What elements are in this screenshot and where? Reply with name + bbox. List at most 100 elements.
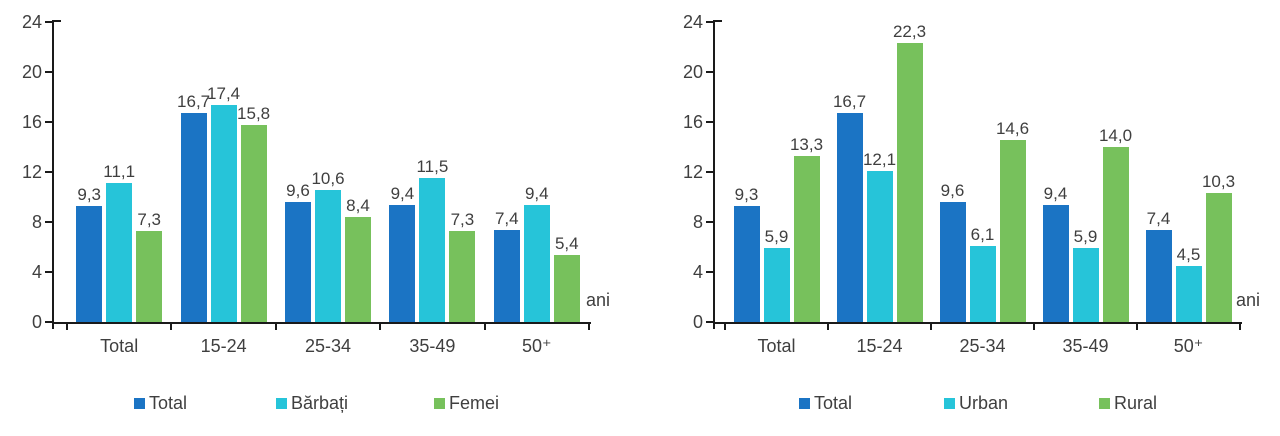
y-tick-label: 8 [31,212,42,232]
bar-total-25-34 [285,202,311,322]
bar-total-50 [493,229,520,322]
x-tick-mark [1239,322,1241,330]
y-tick-label: 20 [21,62,42,82]
bar-total-15-24 [180,113,207,322]
y-tick-mark [45,21,52,23]
y-tick-label: 0 [31,312,42,332]
y-tick-mark [45,271,52,273]
value-label-total-25-34: 9,6 [286,181,310,200]
value-label-rural-total: 13,3 [789,134,824,154]
value-label-total-35-49: 9,4 [1043,183,1068,203]
bar-femei-total [136,230,163,322]
bar-femei-50 [553,254,580,322]
value-label-urban-total: 5,9 [764,227,789,247]
y-tick-mark [706,171,713,173]
x-tick-mark [66,322,68,330]
value-label-femei-35-49: 7,3 [450,209,475,229]
y-tick-mark [706,71,713,73]
bar-femei-35-49 [449,230,476,322]
value-label-total-35-49: 9,4 [390,183,415,203]
bar-b-rba-i-25-34 [315,189,341,322]
x-tick-mark [1033,322,1035,330]
bar-b-rba-i-35-49 [419,178,446,322]
x-category-label: Total [100,336,139,356]
x-category-label: 15-24 [200,336,247,356]
x-tick-mark [1136,322,1138,330]
value-label-total-total: 9,3 [734,184,759,204]
x-tick-mark [930,322,932,330]
x-category-label: 25-34 [304,336,352,356]
legend-swatch-rural [1099,398,1110,409]
y-tick-label: 0 [692,312,703,332]
chart-unemployment-by-area: 24 20 16 12 8 4 0 9,3 16,7 9,6 9,4 7,4 5,9 12,1 6,1 5,9… [640,0,1280,436]
legend-label-total: Total [149,393,188,413]
y-tick-mark [706,21,713,23]
bar-total-50 [1145,229,1172,322]
value-label-total-25-34: 9,6 [940,181,965,200]
bar-b-rba-i-15-24 [210,104,237,322]
legend-label-urban: Urban [959,393,1009,413]
x-tick-mark [170,322,173,330]
y-axis-line [713,20,715,329]
bar-total-total [733,205,760,322]
x-category-label: 35-49 [409,336,456,356]
value-label-urban-25-34: 6,1 [970,224,995,244]
value-label-rural-15-24: 22,3 [892,22,927,42]
y-tick-label: 16 [21,112,42,132]
x-tick-mark [827,322,829,330]
y-tick-label: 8 [692,212,703,232]
x-category-label: 25-34 [959,336,1006,356]
x-axis-line [52,322,591,324]
y-tick-mark [45,221,52,223]
y-tick-mark [45,121,52,123]
bar-rural-25-34 [999,139,1026,322]
bar-total-25-34 [939,202,966,322]
y-tick-mark [45,321,52,323]
value-label-rural-35-49: 14,0 [1098,126,1133,145]
y-tick-mark [45,171,52,173]
x-category-label: 35-49 [1062,336,1109,356]
bar-total-total [76,205,103,322]
bar-urban-total [763,248,790,322]
x-tick-mark [724,322,726,330]
bar-rural-15-24 [896,43,923,322]
bar-femei-25-34 [345,217,371,322]
bar-rural-total [793,155,820,322]
x-category-label: 15-24 [856,336,903,356]
value-label-total-50: 7,4 [1146,208,1171,228]
x-tick-mark [379,322,382,330]
value-label-urban-50: 4,5 [1176,244,1201,264]
axis-unit-label: ani [586,290,611,310]
value-label-b-rba-i-total: 11,1 [103,162,136,182]
bar-b-rba-i-50 [523,204,550,322]
x-axis-line [713,322,1242,324]
bar-total-35-49 [1042,204,1069,322]
legend-swatch-b-rba-i [276,398,287,409]
value-label-urban-35-49: 5,9 [1073,227,1098,247]
y-tick-mark [706,221,713,223]
legend-swatch-total [799,398,810,409]
y-tick-mark [706,271,713,273]
y-axis-top-tick [54,20,61,22]
bar-urban-15-24 [866,170,893,322]
y-axis-top-tick [715,20,722,22]
value-label-rural-25-34: 14,6 [995,118,1030,138]
value-label-femei-15-24: 15,8 [237,103,271,123]
chart-unemployment-by-sex: 24 20 16 12 8 4 0 9,3 16,7 9,6 9,4 7,4 11,1 17,4 10,6 1… [21,12,611,413]
x-tick-mark [274,322,277,330]
value-label-femei-total: 7,3 [137,209,161,229]
y-tick-label: 4 [692,262,703,282]
bar-rural-35-49 [1102,147,1129,322]
x-category-label: 50⁺ [522,336,552,356]
value-label-femei-50: 5,4 [554,233,579,253]
legend-label-femei: Femei [449,393,500,413]
legend-swatch-urban [944,398,955,409]
legend-swatch-femei [434,398,445,409]
x-tick-mark [588,322,590,330]
value-label-femei-25-34: 8,4 [346,196,370,215]
bar-total-35-49 [389,204,416,322]
y-axis-line [52,20,54,329]
y-tick-mark [45,71,52,73]
y-tick-label: 16 [682,112,703,132]
value-label-b-rba-i-35-49: 11,5 [416,157,449,177]
